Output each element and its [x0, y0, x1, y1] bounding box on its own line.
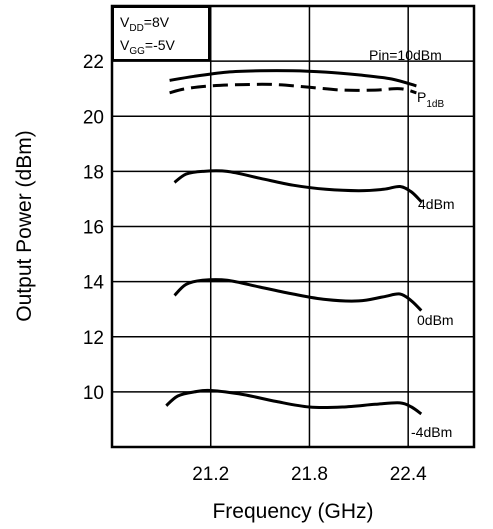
series-line-0: [169, 69, 417, 88]
label-minus4dbm: -4dBm: [411, 424, 452, 440]
label-p1db: P1dB: [417, 89, 444, 110]
x-tick-label: 21.8: [291, 464, 328, 485]
series-line-2: [173, 169, 423, 203]
series-line-4: [165, 388, 423, 416]
series-lines: [165, 69, 423, 416]
series-line-1: [169, 82, 417, 95]
series-line-3: [173, 278, 423, 312]
label-pin-10dbm: Pin=10dBm: [369, 47, 442, 63]
plot-frame: [110, 4, 476, 449]
vdd-label: VDD=8V: [120, 14, 170, 34]
y-tick-label: 20: [83, 107, 104, 128]
y-tick-label: 12: [83, 328, 104, 349]
x-axis-title: Frequency (GHz): [212, 500, 373, 523]
vgg-label: VGG=-5V: [120, 37, 176, 57]
y-tick-label: 10: [83, 383, 104, 404]
label-4dbm: 4dBm: [418, 196, 455, 212]
y-tick-label: 16: [83, 218, 104, 239]
x-tick-label: 22.4: [390, 464, 427, 485]
y-tick-label: 22: [83, 52, 104, 73]
conditions-box: [112, 6, 210, 61]
y-tick-label: 14: [83, 273, 105, 294]
label-0dbm: 0dBm: [417, 312, 454, 328]
tick-labels: 21.2 21.8 22.4 10 12 14 16 18 20 22: [83, 52, 427, 485]
y-tick-label: 18: [83, 162, 104, 183]
x-tick-label: 21.2: [192, 464, 229, 485]
grid-lines: [112, 6, 474, 447]
y-axis-title: Output Power (dBm): [13, 130, 36, 321]
